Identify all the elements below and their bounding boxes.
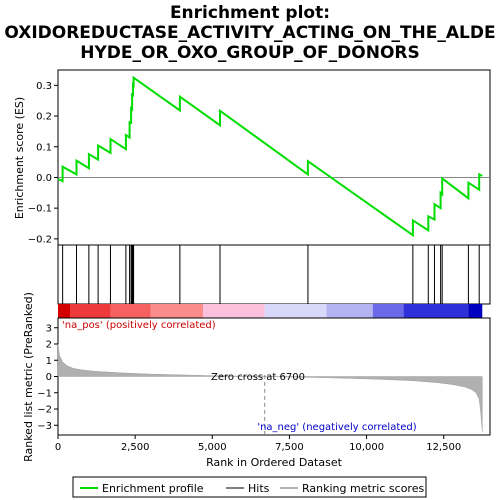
metric-tick-label: −2 <box>37 405 52 416</box>
legend-frame <box>72 476 427 498</box>
enrichment-profile-line <box>57 75 483 238</box>
es-tick-label: 0.2 <box>36 112 52 123</box>
x-tick-label: 0 <box>55 442 61 453</box>
es-tick-label: −0.2 <box>28 234 52 245</box>
heat-segment <box>326 304 373 318</box>
metric-y-axis-label: Ranked list metric (PreRanked) <box>22 292 35 462</box>
metric-tick-label: 1 <box>46 356 52 367</box>
es-tick-label: 0.3 <box>36 81 52 92</box>
x-axis-label: Rank in Ordered Dataset <box>206 456 343 469</box>
x-axis: 0 2,500 5,000 7,500 10,000 12,500 <box>55 435 461 453</box>
x-tick-label: 12,500 <box>426 442 461 453</box>
metric-tick-label: −3 <box>37 421 52 432</box>
es-axis: −0.2 −0.1 0.0 0.1 0.2 0.3 <box>28 81 58 245</box>
neg-label: 'na_neg' (negatively correlated) <box>257 422 416 433</box>
es-y-axis-label: Enrichment score (ES) <box>13 97 26 219</box>
heat-segment <box>203 304 265 318</box>
pos-label: 'na_pos' (positively correlated) <box>62 320 216 331</box>
legend-hits-label: Hits <box>248 482 270 495</box>
x-tick-label: 5,000 <box>198 442 227 453</box>
heat-segment <box>58 304 71 318</box>
ranking-heat-bar <box>58 304 483 318</box>
hits-panel-frame <box>57 244 491 305</box>
heat-segment <box>372 304 404 318</box>
metric-tick-label: 0 <box>46 372 52 383</box>
ranking-metric-area <box>57 343 483 432</box>
legend-metric-label: Ranking metric scores <box>302 482 424 495</box>
hits-markers <box>62 245 480 304</box>
heat-segment <box>110 304 151 318</box>
es-panel-frame <box>57 69 491 246</box>
es-tick-label: 0.0 <box>36 173 52 184</box>
metric-tick-label: −1 <box>37 388 52 399</box>
heat-segment <box>150 304 204 318</box>
x-tick-label: 10,000 <box>349 442 384 453</box>
legend-profile-label: Enrichment profile <box>102 482 204 495</box>
heat-segment <box>70 304 111 318</box>
chart-title-line-2: OXIDOREDUCTASE_ACTIVITY_ACTING_ON_THE_AL… <box>4 23 495 43</box>
chart-title-line-3: HYDE_OR_OXO_GROUP_OF_DONORS <box>80 43 420 63</box>
metric-tick-label: 3 <box>46 323 52 334</box>
zero-cross-label: Zero cross at 6700 <box>211 372 305 383</box>
metric-axis: −3 −2 −1 0 1 2 3 <box>37 323 58 432</box>
heat-segment <box>468 304 483 318</box>
metric-tick-label: 2 <box>46 340 52 351</box>
heat-segment <box>403 304 469 318</box>
chart-title-line-1: Enrichment plot: <box>170 3 330 23</box>
x-tick-label: 7,500 <box>275 442 304 453</box>
es-tick-label: 0.1 <box>36 142 52 153</box>
heat-segment <box>264 304 327 318</box>
es-tick-label: −0.1 <box>28 204 52 215</box>
x-tick-label: 2,500 <box>121 442 150 453</box>
